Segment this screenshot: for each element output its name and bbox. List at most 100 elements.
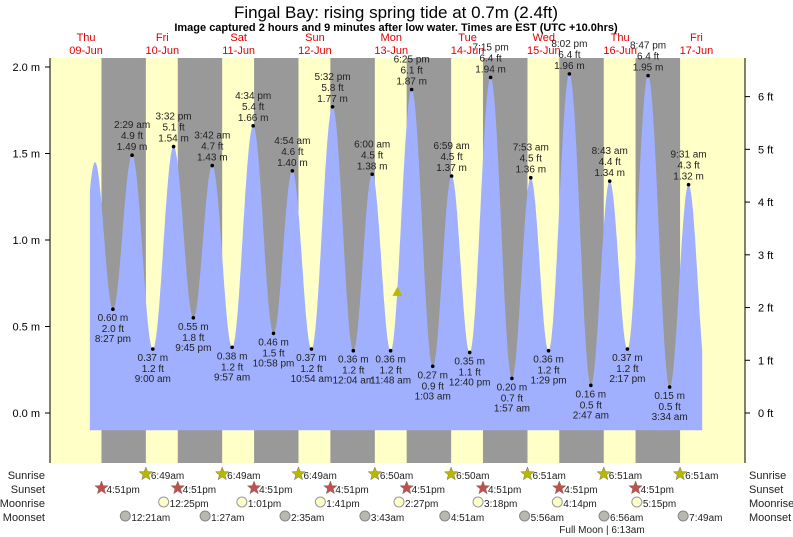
high-tide-time: 7:53 am (513, 143, 549, 154)
low-tide-feet: 1.2 ft (142, 364, 164, 375)
sunset-star-icon (94, 480, 109, 495)
left-axis-label: 0.5 m (12, 322, 40, 334)
sunset-star-icon (323, 480, 338, 495)
moonrise-time: 4:14pm (563, 499, 596, 510)
low-tide-time: 2:47 am (573, 410, 609, 421)
day-date-label: 15-Jun (527, 45, 561, 57)
left-axis-label: 1.0 m (12, 235, 40, 247)
low-tide-metres: 0.35 m (454, 356, 485, 367)
high-tide-feet: 4.5 ft (520, 154, 542, 165)
low-tide-point (589, 383, 593, 388)
low-tide-feet: 1.8 ft (182, 333, 204, 344)
sunrise-time: 6:49am (227, 471, 260, 482)
moonset-icon (279, 510, 291, 522)
high-tide-time: 8:02 pm (551, 39, 587, 50)
right-axis-label: 3 ft (758, 250, 773, 262)
right-axis-label: 5 ft (758, 144, 773, 156)
low-tide-point (430, 364, 435, 369)
high-tide-metres: 1.37 m (436, 163, 467, 174)
low-tide-metres: 0.37 m (612, 353, 643, 364)
moonrise-time: 3:18pm (484, 499, 517, 510)
high-tide-point (370, 172, 374, 177)
sunrise-time: 6:50am (380, 471, 413, 482)
day-name-label: Fri (156, 32, 169, 44)
low-tide-point (309, 347, 314, 351)
high-tide-point (251, 124, 255, 128)
low-tide-point (467, 350, 472, 355)
low-tide-time: 10:54 am (291, 374, 333, 385)
sunrise-time: 6:51am (609, 471, 642, 482)
high-tide-point (488, 75, 493, 80)
day-date-label: 13-Jun (374, 45, 408, 57)
low-tide-metres: 0.46 m (258, 337, 289, 348)
moonset-time: 3:43am (371, 513, 404, 524)
low-tide-feet: 1.2 ft (537, 366, 559, 377)
low-tide-feet: 0.7 ft (501, 393, 523, 404)
low-tide-metres: 0.15 m (654, 391, 685, 402)
moonset-time: 12:21am (131, 513, 170, 524)
low-tide-time: 9:00 am (135, 374, 171, 385)
high-tide-time: 3:42 am (194, 131, 230, 142)
right-axis-label: 1 ft (758, 355, 773, 367)
moonrise-time: 2:27pm (405, 499, 438, 510)
sunset-time: 4:51pm (412, 485, 445, 496)
low-tide-metres: 0.36 m (375, 355, 406, 366)
high-tide-point (130, 153, 134, 158)
tide-curve-area (89, 73, 703, 431)
low-tide-time: 1:29 pm (530, 376, 566, 387)
full-moon-label: Full Moon | 6:13am (559, 525, 644, 536)
low-tide-feet: 0.5 ft (659, 402, 681, 413)
low-tide-point (667, 385, 672, 389)
low-tide-point (271, 331, 276, 336)
low-tide-time: 11:48 am (370, 376, 411, 387)
sunset-time: 4:51pm (106, 485, 139, 496)
sunset-star-icon (628, 480, 643, 495)
high-tide-metres: 1.38 m (357, 161, 388, 172)
right-axis-label: 4 ft (758, 197, 773, 209)
low-tide-time: 9:45 pm (175, 343, 211, 354)
day-date-label: 14-Jun (451, 45, 485, 57)
chart-subtitle: Image captured 2 hours and 9 minutes aft… (174, 22, 618, 34)
day-name-label: Mon (381, 32, 402, 44)
high-tide-point (607, 179, 612, 183)
low-tide-feet: 1.2 ft (616, 364, 638, 375)
moonrise-time: 5:15pm (643, 499, 676, 510)
high-tide-point (409, 87, 414, 92)
low-tide-feet: 1.2 ft (300, 364, 322, 375)
low-tide-point (230, 345, 234, 350)
moonset-icon (519, 510, 531, 522)
sunrise-time: 6:49am (151, 471, 184, 482)
low-tide-point (191, 316, 196, 320)
high-tide-point (646, 73, 650, 78)
high-tide-feet: 6.4 ft (637, 52, 659, 63)
high-tide-point (290, 169, 295, 173)
low-tide-feet: 2.0 ft (102, 324, 124, 335)
high-tide-point (210, 163, 215, 168)
day-name-label: Wed (533, 32, 555, 44)
moonrise-time: 1:01pm (248, 499, 281, 510)
high-tide-point (686, 182, 691, 187)
sunset-time: 4:51pm (488, 485, 521, 496)
low-tide-time: 1:57 am (494, 403, 530, 414)
sunrise-time: 6:49am (303, 471, 336, 482)
day-name-label: Fri (690, 32, 703, 44)
day-name-label: Thu (77, 32, 96, 44)
sunset-time: 4:51pm (335, 485, 368, 496)
right-axis-label: 0 ft (758, 408, 773, 420)
low-tide-metres: 0.37 m (138, 353, 169, 364)
high-tide-metres: 1.87 m (396, 76, 427, 87)
sunset-star-icon (246, 480, 262, 495)
low-tide-point (546, 348, 551, 353)
low-tide-point (111, 307, 115, 312)
low-tide-time: 10:58 pm (253, 358, 295, 369)
day-name-label: Thu (611, 32, 630, 44)
low-tide-metres: 0.38 m (217, 351, 248, 362)
moonrise-label-right: Moonrise (749, 498, 793, 510)
high-tide-feet: 4.7 ft (201, 142, 223, 153)
low-tide-metres: 0.60 m (98, 313, 129, 324)
sunrise-star-icon (672, 466, 688, 481)
sunrise-star-icon (291, 466, 306, 481)
moonset-icon (439, 510, 451, 522)
high-tide-metres: 1.36 m (515, 165, 546, 176)
